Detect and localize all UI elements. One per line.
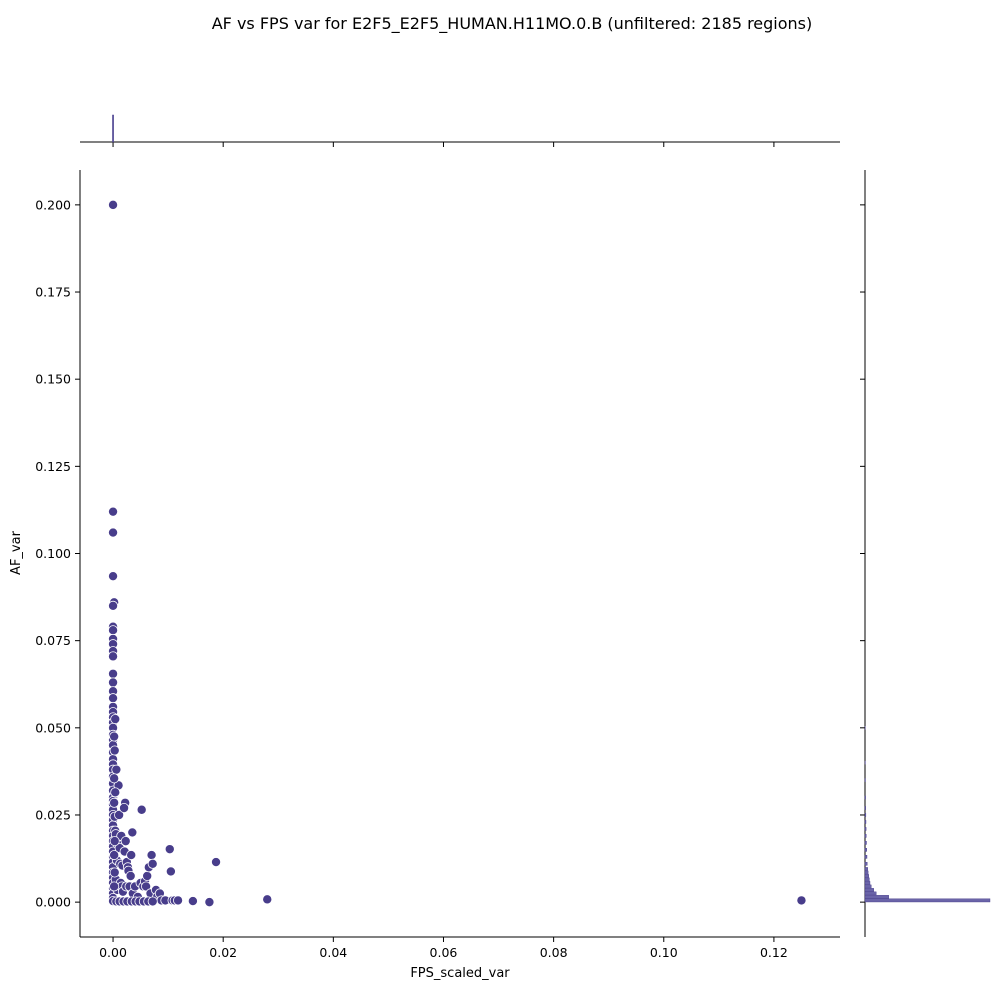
scatter-point	[187, 896, 198, 907]
scatter-point	[120, 836, 131, 847]
scatter-point	[109, 850, 120, 861]
scatter-point	[108, 677, 119, 688]
y-marginal-bar	[864, 861, 868, 866]
scatter-point	[141, 881, 152, 892]
x-tick-label: 0.08	[540, 945, 568, 960]
y-tick-label: 0.050	[35, 720, 71, 735]
scatter-point	[111, 764, 122, 775]
y-marginal-bar	[864, 806, 866, 810]
x-axis-label: FPS_scaled_var	[410, 966, 510, 981]
scatter-point	[109, 867, 120, 878]
scatter-point	[109, 797, 120, 808]
y-marginal-bar	[864, 841, 867, 845]
y-axis-label: AF_var	[9, 530, 24, 575]
y-marginal-bar	[864, 874, 869, 878]
scatter-point	[109, 731, 120, 742]
x-tick-label: 0.06	[430, 945, 458, 960]
scatter-point	[147, 896, 158, 907]
y-marginal-bar	[864, 795, 866, 800]
scatter-point	[147, 858, 158, 869]
scatter-point	[109, 745, 120, 756]
scatter-point	[796, 895, 807, 906]
scatter-point	[108, 600, 119, 611]
scatter-point	[173, 895, 184, 906]
y-marginal-bar	[864, 813, 867, 817]
y-marginal-bar	[864, 855, 868, 859]
scatter-point	[262, 894, 273, 905]
y-tick-label: 0.150	[35, 372, 71, 387]
chart-title: AF vs FPS var for E2F5_E2F5_HUMAN.H11MO.…	[212, 14, 813, 34]
scatter-point	[109, 836, 120, 847]
y-marginal-bar	[864, 881, 871, 885]
y-marginal-bar	[864, 888, 874, 892]
scatter-point	[142, 870, 153, 881]
y-marginal-bar	[864, 884, 872, 889]
scatter-points	[108, 199, 807, 908]
y-tick-label: 0.025	[35, 807, 71, 822]
scatter-point	[146, 850, 157, 861]
x-marginal-histogram	[80, 114, 840, 147]
scatter-point	[108, 693, 119, 704]
y-tick-label: 0.175	[35, 285, 71, 300]
scatter-point	[110, 714, 121, 725]
x-tick-label: 0.10	[650, 945, 678, 960]
y-tick-label: 0.125	[35, 459, 71, 474]
y-tick-label: 0.100	[35, 546, 71, 561]
scatter-point	[204, 897, 215, 908]
scatter-point	[164, 844, 175, 855]
scatter-point	[125, 870, 136, 881]
x-tick-label: 0.00	[99, 945, 127, 960]
y-marginal-bar	[864, 891, 877, 896]
y-marginal-bar	[864, 898, 991, 903]
scatter-point	[108, 651, 119, 662]
scatter-point	[126, 850, 137, 861]
y-marginal-histogram	[860, 170, 991, 937]
x-tick-label: 0.04	[319, 945, 347, 960]
y-marginal-bar	[864, 895, 889, 899]
y-marginal-bar	[864, 820, 867, 824]
scatter-point	[108, 506, 119, 517]
scatter-point	[119, 803, 130, 814]
scatter-point	[165, 866, 176, 877]
scatter-point	[110, 787, 121, 798]
x-axis-ticks: 0.00 0.02 0.04 0.06 0.08 0.10 0.12	[99, 937, 788, 960]
scatter-point	[109, 773, 120, 784]
scatter-point	[211, 857, 222, 868]
scatter-point	[114, 809, 125, 820]
y-marginal-bar	[864, 834, 867, 838]
main-axes	[79, 170, 840, 938]
y-tick-label: 0.075	[35, 633, 71, 648]
scatter-point	[127, 827, 138, 838]
scatter-point	[136, 804, 147, 815]
scatter-point	[108, 527, 119, 538]
scatter-point	[109, 881, 120, 892]
x-tick-label: 0.02	[209, 945, 237, 960]
scatter-point	[108, 199, 119, 210]
y-tick-label: 0.200	[35, 197, 71, 212]
y-tick-label: 0.000	[35, 895, 71, 910]
y-marginal-bar	[864, 867, 868, 871]
y-marginal-bar	[864, 827, 867, 831]
y-marginal-bar	[864, 870, 869, 875]
y-axis-ticks: 0.000 0.025 0.050 0.075 0.100 0.125 0.150 0.175…	[35, 197, 80, 910]
scatter-point	[108, 668, 119, 679]
scatter-point	[108, 625, 119, 636]
y-marginal-bar	[864, 778, 866, 782]
x-tick-label: 0.12	[760, 945, 788, 960]
x-marginal-bar	[112, 114, 114, 143]
y-marginal-bar	[864, 877, 870, 882]
scatter-point	[108, 571, 119, 582]
y-marginal-bar	[864, 848, 867, 852]
